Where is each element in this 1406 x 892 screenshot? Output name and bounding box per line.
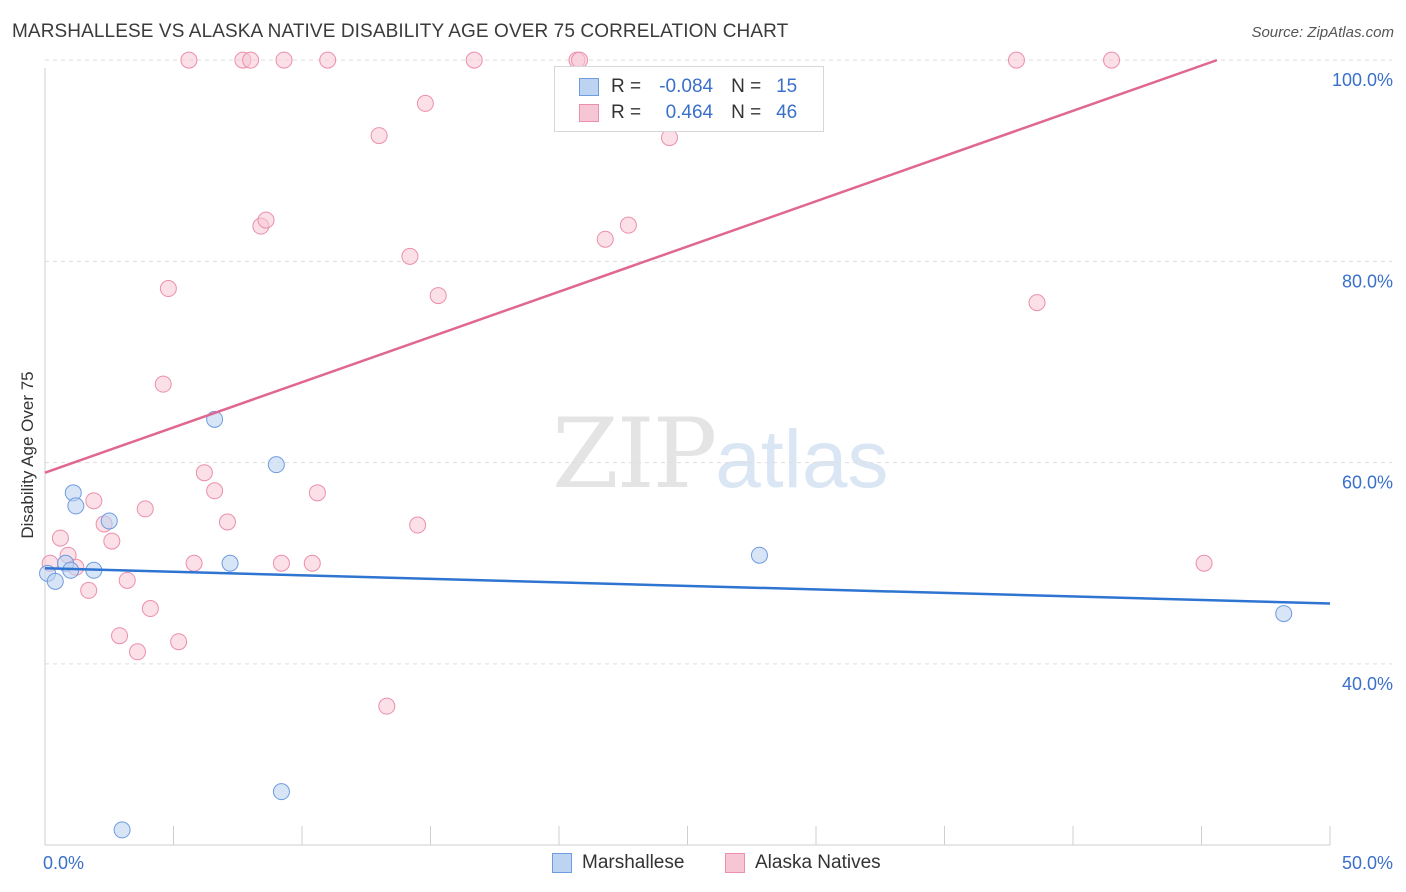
legend-item-marshallese[interactable]: Marshallese [552, 852, 684, 874]
alaska-natives-point [257, 211, 275, 229]
chart-title: MARSHALLESE VS ALASKA NATIVE DISABILITY … [12, 21, 789, 42]
marshallese-trend-line [44, 567, 1331, 605]
legend-n-label: N = [731, 76, 762, 97]
alaska-natives-point [370, 127, 388, 145]
marshallese-swatch-icon [552, 853, 572, 873]
alaska-natives-point [180, 51, 198, 69]
alaska-natives-point [206, 482, 224, 500]
legend-n-value: 15 [776, 76, 798, 97]
trend-lines [44, 58, 1331, 605]
y-tick-label: 60.0% [1342, 473, 1393, 493]
alaska-natives-point [136, 500, 154, 518]
legend-r-label: R = [611, 102, 642, 123]
alaska-natives-point [308, 484, 326, 502]
watermark-zip: ZIP [552, 398, 717, 510]
alaska-natives-point [129, 643, 147, 661]
alaska-natives-point [111, 627, 129, 645]
legend-r-label: R = [611, 76, 642, 97]
legend-label-marshallese: Marshallese [582, 852, 685, 873]
alaska-natives-point [378, 697, 396, 715]
alaska-natives-point [185, 554, 203, 572]
stats-legend: R = -0.084 N = 15 R = 0.464 N = 46 [554, 66, 824, 132]
series-marshallese [39, 410, 1293, 839]
alaska-natives-point [154, 375, 172, 393]
alaska-natives-point [465, 51, 483, 69]
x-tick-label: 0.0% [43, 853, 84, 873]
alaska-natives-point [51, 529, 69, 547]
x-tick-label: 50.0% [1342, 853, 1393, 873]
alaska-natives-point [596, 230, 614, 248]
alaska-natives-point [80, 581, 98, 599]
marshallese-point [67, 497, 85, 515]
alaska-natives-point [1103, 51, 1121, 69]
y-axis-label: Disability Age Over 75 [18, 371, 37, 538]
alaska-natives-point [416, 94, 434, 112]
series-alaska-natives [41, 51, 1213, 715]
alaska-natives-swatch-icon [725, 853, 745, 873]
marshallese-point [113, 821, 131, 839]
alaska-natives-point [118, 571, 136, 589]
alaska-natives-point [218, 513, 236, 531]
watermark: ZIPatlas [552, 398, 888, 510]
alaska-natives-point [661, 129, 679, 147]
source-credit: Source: ZipAtlas.com [1251, 24, 1394, 41]
alaska-natives-point [272, 554, 290, 572]
alaska-natives-point [85, 492, 103, 510]
alaska-natives-point [303, 554, 321, 572]
marshallese-point [267, 456, 285, 474]
alaska-natives-trend-line [44, 58, 1218, 474]
legend-swatch-marshallese [579, 78, 599, 96]
alaska-natives-point [195, 464, 213, 482]
y-tick-label: 100.0% [1332, 70, 1393, 90]
alaska-natives-point [409, 516, 427, 534]
marshallese-point [750, 546, 768, 564]
alaska-natives-point [429, 287, 447, 305]
alaska-natives-point [319, 51, 337, 69]
alaska-natives-point [401, 247, 419, 265]
axes [44, 68, 1331, 846]
alaska-natives-point [242, 51, 260, 69]
marshallese-point [46, 572, 64, 590]
legend-swatch-alaska-natives [579, 104, 599, 122]
alaska-natives-point [619, 216, 637, 234]
grid-lines [45, 59, 1392, 665]
alaska-natives-point [1028, 294, 1046, 312]
alaska-natives-point [275, 51, 293, 69]
legend-row-alaska-natives: R = 0.464 N = 46 [579, 100, 797, 126]
marshallese-point [221, 554, 239, 572]
marshallese-point [272, 783, 290, 801]
legend-n-label: N = [731, 102, 762, 123]
y-tick-label: 80.0% [1342, 271, 1393, 291]
axis-labels: 40.0% 60.0% 80.0% 100.0% 0.0% 50.0% Disability… [18, 70, 1393, 873]
watermark-atlas: atlas [715, 414, 889, 505]
alaska-natives-point [103, 532, 121, 550]
marshallese-point [100, 512, 118, 530]
legend-label-alaska-natives: Alaska Natives [755, 852, 881, 873]
alaska-natives-point [1007, 51, 1025, 69]
legend-row-marshallese: R = -0.084 N = 15 [579, 74, 797, 100]
alaska-natives-point [1195, 554, 1213, 572]
alaska-natives-point [159, 280, 177, 298]
y-tick-label: 40.0% [1342, 674, 1393, 694]
alaska-natives-point [141, 600, 159, 618]
series-legend: Marshallese Alaska Natives [0, 852, 1406, 878]
marshallese-point [1275, 605, 1293, 623]
legend-r-value: 0.464 [665, 102, 714, 123]
legend-item-alaska-natives[interactable]: Alaska Natives [725, 852, 881, 874]
alaska-natives-point [170, 633, 188, 651]
legend-n-value: 46 [776, 102, 798, 123]
legend-r-value: -0.084 [659, 76, 714, 97]
